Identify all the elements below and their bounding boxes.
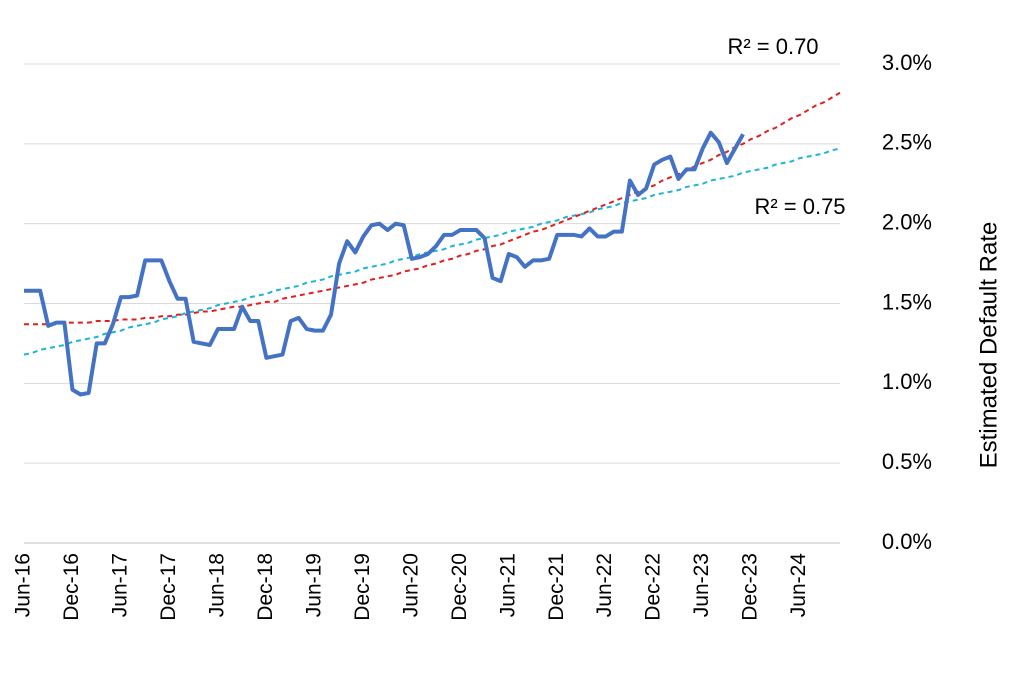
- x-tick-label: Dec-21: [545, 553, 568, 621]
- x-tick-label: Jun-22: [593, 553, 616, 617]
- annotation: R² = 0.70: [727, 34, 818, 59]
- x-tick-label: Jun-21: [496, 553, 519, 617]
- x-tick-label: Dec-16: [60, 553, 83, 621]
- y-tick-label: 2.0%: [882, 209, 932, 234]
- data-line: [24, 130, 745, 397]
- x-tick-label: Dec-23: [739, 553, 762, 621]
- x-tick-label: Dec-19: [351, 553, 374, 621]
- trend-line: [24, 91, 841, 326]
- y-tick-label: 1.5%: [882, 289, 932, 314]
- y-tick-label: 0.0%: [882, 529, 932, 554]
- x-tick-label: Dec-22: [642, 553, 665, 621]
- y-tick-label: 1.0%: [882, 369, 932, 394]
- x-tick-label: Jun-16: [12, 553, 35, 617]
- x-tick-label: Dec-18: [254, 553, 277, 621]
- y-tick-label: 2.5%: [882, 130, 932, 155]
- x-tick-label: Jun-18: [205, 553, 228, 617]
- x-tick-label: Dec-20: [448, 553, 471, 621]
- x-tick-label: Jun-20: [399, 553, 422, 617]
- annotation: R² = 0.75: [754, 194, 845, 219]
- x-tick-label: Jun-23: [690, 553, 713, 617]
- x-tick-label: Dec-17: [157, 553, 180, 621]
- x-tick-label: Jun-17: [108, 553, 131, 617]
- y-tick-label: 0.5%: [882, 449, 932, 474]
- x-tick-label: Jun-19: [302, 553, 325, 617]
- x-tick-label: Jun-24: [787, 553, 810, 618]
- y-tick-label: 3.0%: [882, 50, 932, 75]
- trend-line: [23, 147, 841, 356]
- y-axis-label: Estimated Default Rate: [975, 222, 1002, 469]
